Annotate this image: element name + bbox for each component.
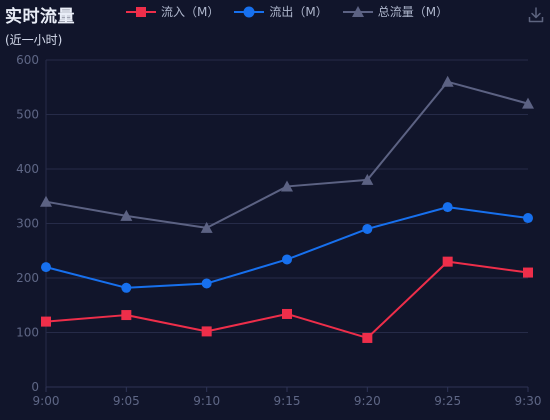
x-tick-label: 9:00 <box>33 394 60 408</box>
data-point <box>441 75 454 87</box>
triangle-marker-icon <box>342 5 373 17</box>
download-icon[interactable] <box>527 6 545 24</box>
data-point <box>200 221 213 233</box>
data-point <box>281 180 293 192</box>
x-tick-label: 9:15 <box>274 394 301 408</box>
data-point <box>442 256 453 267</box>
series-triangle <box>40 75 534 233</box>
square-marker-icon <box>126 6 156 17</box>
data-point <box>121 310 132 321</box>
y-tick-label: 500 <box>16 108 39 122</box>
legend-label-outflow: 流出（M） <box>269 5 328 19</box>
data-point <box>362 332 373 343</box>
series-lines <box>40 75 534 343</box>
circle-marker-icon <box>234 6 265 17</box>
data-point <box>121 282 132 293</box>
chart-title: 实时流量 <box>5 7 75 27</box>
chart-subtitle: (近一小时) <box>5 33 63 47</box>
y-tick-label: 600 <box>16 53 39 67</box>
y-tick-label: 100 <box>16 326 39 340</box>
series-line <box>45 206 529 289</box>
data-point <box>41 262 51 273</box>
y-tick-label: 0 <box>31 380 39 394</box>
data-point <box>522 97 534 109</box>
data-point <box>40 195 52 207</box>
legend-item-inflow[interactable]: 流入（M） <box>126 3 219 20</box>
data-point <box>523 267 533 278</box>
legend-label-total: 总流量（M） <box>377 5 449 19</box>
data-point <box>361 173 374 185</box>
data-point <box>282 254 292 265</box>
data-point <box>282 308 292 319</box>
data-point <box>362 223 373 234</box>
series-line <box>45 80 529 229</box>
data-point <box>523 213 533 224</box>
y-tick-label: 400 <box>16 162 39 176</box>
y-tick-label: 300 <box>16 217 39 231</box>
grid-lines <box>46 59 528 333</box>
legend-item-total[interactable]: 总流量（M） <box>342 3 449 20</box>
axes: 0 100 200 300 400 500 600 9:00 9:05 9:10 9:15 9:20 9… <box>16 53 541 408</box>
data-point <box>41 316 51 327</box>
y-tick-label: 200 <box>16 271 39 285</box>
legend-item-outflow[interactable]: 流出（M） <box>234 3 328 20</box>
series-circle <box>41 202 533 293</box>
legend: 流入（M） 流出（M） 总流量（M） <box>126 3 448 20</box>
x-tick-label: 9:20 <box>354 394 381 408</box>
x-tick-label: 9:30 <box>515 394 542 408</box>
data-point <box>201 278 212 289</box>
series-line <box>45 260 529 339</box>
data-point <box>120 209 133 221</box>
data-point <box>201 326 212 337</box>
x-tick-label: 9:25 <box>434 394 461 408</box>
legend-label-inflow: 流入（M） <box>161 5 220 19</box>
x-tick-label: 9:10 <box>193 394 220 408</box>
series-square <box>41 256 533 343</box>
data-point <box>442 202 453 213</box>
x-tick-label: 9:05 <box>113 394 140 408</box>
